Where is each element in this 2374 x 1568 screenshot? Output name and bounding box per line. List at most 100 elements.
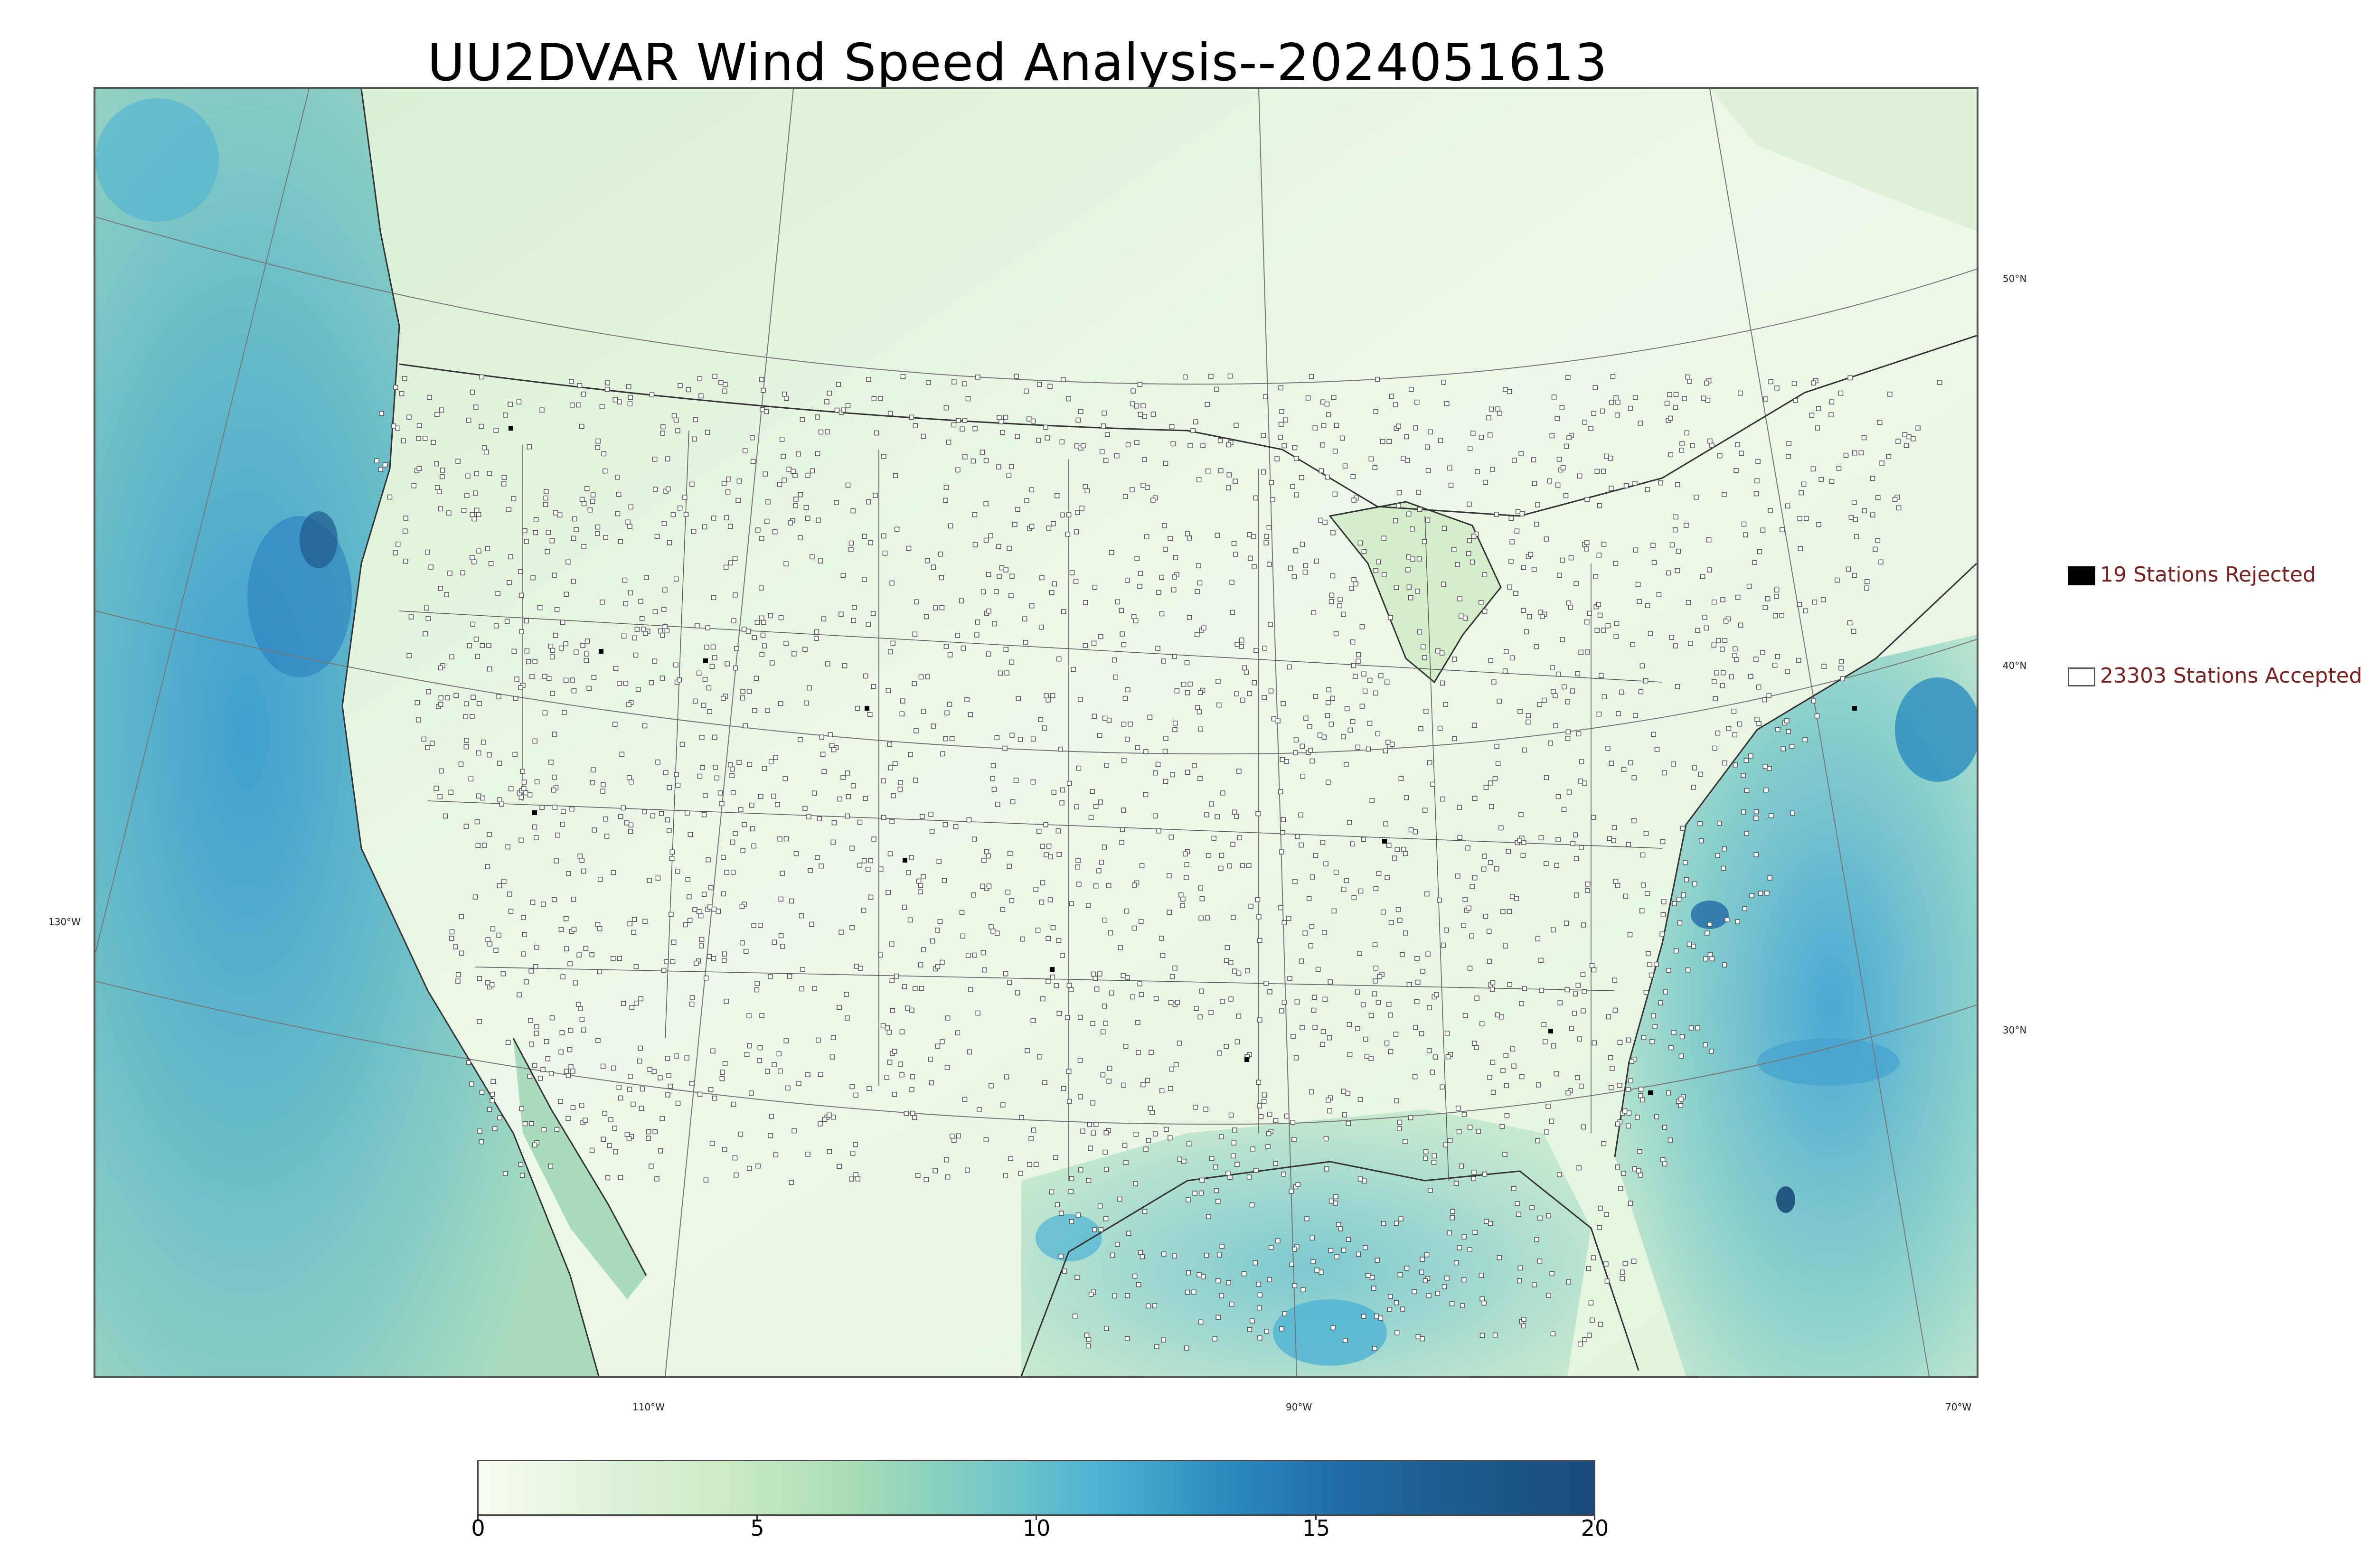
- station-marker: [1741, 773, 1746, 778]
- station-marker: [1640, 1097, 1645, 1103]
- station-marker: [1030, 779, 1036, 785]
- station-marker: [1461, 1234, 1467, 1239]
- station-marker: [717, 790, 723, 796]
- station-marker: [988, 533, 993, 538]
- station-marker: [374, 458, 379, 463]
- station-marker: [1139, 863, 1145, 868]
- station-marker: [738, 807, 744, 812]
- station-marker: [649, 680, 654, 685]
- station-marker: [1302, 930, 1308, 936]
- station-marker: [722, 388, 727, 394]
- station-marker: [403, 516, 408, 521]
- station-marker: [1494, 743, 1499, 749]
- station-marker: [836, 382, 841, 387]
- station-marker: [541, 901, 546, 907]
- station-marker: [1381, 1221, 1386, 1226]
- station-marker: [1584, 540, 1590, 545]
- station-marker: [463, 714, 469, 720]
- station-marker: [1061, 1086, 1066, 1091]
- station-marker: [1662, 1125, 1667, 1130]
- station-marker: [898, 1061, 903, 1067]
- station-marker: [1035, 928, 1041, 933]
- station-marker: [1246, 863, 1252, 868]
- station-marker: [1679, 1034, 1685, 1040]
- station-marker: [1722, 846, 1727, 852]
- station-marker: [509, 786, 514, 791]
- station-marker: [849, 845, 855, 851]
- station-marker: [631, 930, 637, 935]
- station-marker: [1225, 945, 1230, 950]
- station-marker: [1790, 810, 1795, 816]
- station-marker: [579, 497, 585, 502]
- station-marker: [1495, 406, 1500, 412]
- station-marker: [1521, 608, 1526, 613]
- station-marker: [579, 1103, 584, 1108]
- station-marker: [1313, 694, 1319, 699]
- station-marker: [434, 485, 440, 490]
- station-marker: [698, 913, 704, 919]
- station-marker: [1257, 1103, 1262, 1108]
- station-marker: [1372, 942, 1378, 947]
- station-marker: [605, 380, 610, 385]
- station-marker: [1328, 599, 1334, 604]
- station-marker: [822, 1117, 828, 1122]
- station-marker: [513, 696, 518, 701]
- station-marker: [1215, 1278, 1221, 1284]
- station-marker: [888, 649, 893, 655]
- station-marker: [761, 620, 766, 625]
- legend-rejected: 19 Stations Rejected: [2068, 563, 2316, 587]
- station-marker: [1097, 971, 1102, 976]
- station-marker: [1455, 1105, 1461, 1111]
- station-marker: [1650, 543, 1656, 548]
- station-marker: [1229, 1301, 1234, 1307]
- station-marker: [1570, 688, 1575, 694]
- station-marker: [830, 1114, 836, 1120]
- station-marker: [1799, 490, 1804, 496]
- station-marker: [706, 685, 712, 691]
- station-marker: [997, 415, 1002, 420]
- station-marker: [1467, 1247, 1472, 1252]
- station-marker: [1396, 423, 1401, 429]
- station-marker: [1059, 439, 1065, 445]
- station-marker: [1598, 673, 1604, 678]
- station-marker: [1256, 1282, 1261, 1287]
- station-marker: [550, 691, 555, 696]
- station-marker: [1457, 1245, 1462, 1250]
- station-marker: [1148, 1106, 1153, 1111]
- station-marker: [473, 404, 479, 410]
- station-marker: [664, 959, 669, 965]
- station-marker: [480, 795, 485, 801]
- station-marker: [1123, 1044, 1129, 1049]
- station-marker: [1161, 658, 1166, 664]
- station-marker: [539, 805, 545, 810]
- station-marker: [935, 928, 940, 933]
- station-marker: [1396, 503, 1401, 508]
- station-marker: [1785, 669, 1790, 674]
- station-marker: [1515, 509, 1521, 515]
- station-marker: [886, 890, 891, 895]
- station-marker: [1248, 903, 1253, 909]
- station-marker: [1244, 669, 1249, 675]
- station-marker: [1432, 1153, 1437, 1159]
- station-marker: [552, 732, 557, 737]
- station-marker: [867, 1086, 872, 1091]
- station-marker: [470, 389, 475, 395]
- station-marker: [1397, 1119, 1403, 1125]
- station-marker: [892, 1049, 897, 1054]
- station-marker: [1375, 731, 1381, 737]
- station-marker: [1163, 546, 1168, 552]
- station-marker: [1092, 1227, 1097, 1232]
- station-marker: [1341, 611, 1346, 617]
- station-marker: [1360, 1002, 1366, 1007]
- station-marker: [754, 981, 760, 986]
- station-marker: [944, 1065, 950, 1070]
- station-marker: [579, 858, 585, 863]
- station-marker: [624, 1132, 630, 1137]
- station-marker: [900, 698, 905, 704]
- station-marker: [1083, 643, 1088, 648]
- station-marker: [1076, 765, 1082, 771]
- station-marker: [1356, 652, 1361, 657]
- station-marker: [1654, 747, 1660, 752]
- station-marker: [1457, 596, 1462, 601]
- station-marker: [940, 751, 945, 757]
